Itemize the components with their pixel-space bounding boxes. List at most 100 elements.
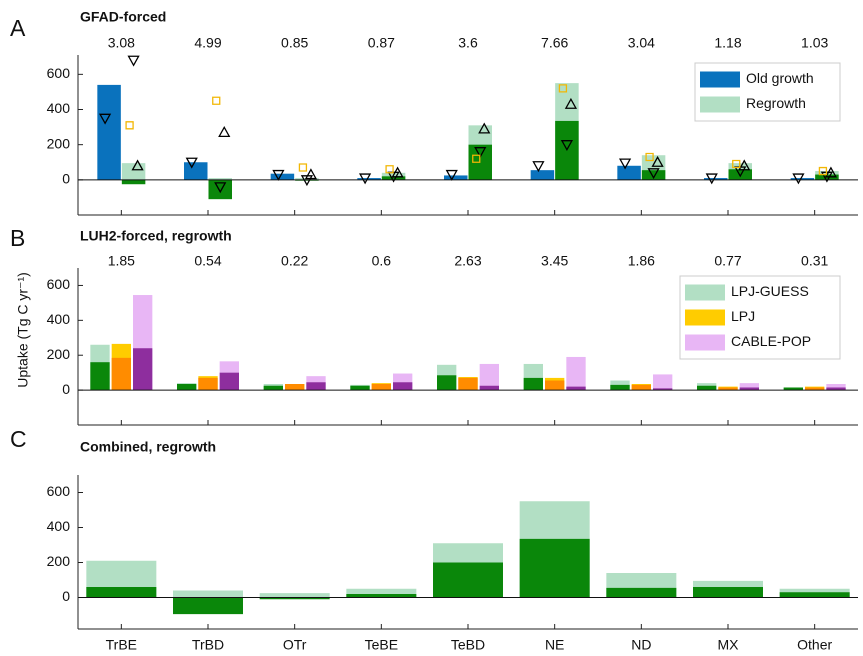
bar (371, 384, 391, 391)
x-tick-label: OTr (283, 637, 307, 653)
bar (458, 377, 478, 391)
bar (519, 538, 590, 598)
bar (208, 178, 232, 180)
marker (732, 159, 741, 169)
panel-letter: B (10, 225, 25, 251)
bar (177, 384, 197, 391)
total-label: 0.87 (368, 35, 395, 51)
bar (718, 387, 738, 391)
marker (792, 173, 805, 185)
panel-title: LUH2-forced, regrowth (80, 228, 232, 244)
bar (783, 387, 803, 391)
bar (263, 385, 283, 391)
bar (173, 597, 243, 615)
bar (739, 383, 759, 391)
total-label: 0.22 (281, 253, 308, 269)
bar (479, 385, 499, 391)
marker (474, 147, 487, 159)
marker (125, 121, 134, 130)
bar (790, 178, 815, 180)
bar (219, 372, 239, 391)
bar (97, 84, 121, 180)
total-label: 0.31 (801, 253, 828, 269)
bar (208, 179, 232, 200)
total-label: 4.99 (194, 35, 221, 51)
bar (121, 179, 146, 185)
bar (693, 587, 763, 598)
bar (259, 597, 330, 600)
bar (173, 590, 243, 598)
bar (739, 387, 759, 391)
bar (566, 386, 586, 391)
bar (631, 384, 651, 391)
bar (133, 348, 153, 391)
marker (385, 165, 394, 174)
y-axis-label: Uptake (Tg C yr⁻¹) (15, 272, 31, 388)
legend-swatch (685, 309, 725, 326)
marker (127, 55, 140, 67)
x-tick-label: MX (718, 637, 740, 653)
legend-swatch (700, 96, 740, 113)
legend-swatch (685, 284, 725, 301)
total-label: 1.86 (628, 253, 655, 269)
total-label: 0.6 (372, 253, 392, 269)
marker (645, 152, 654, 162)
legend-swatch (700, 71, 740, 88)
total-label: 0.77 (714, 253, 741, 269)
y-tick-label: 600 (47, 276, 71, 292)
y-tick-label: 200 (47, 553, 71, 569)
marker (532, 161, 545, 173)
marker (618, 158, 632, 170)
panel-title: GFAD-forced (80, 9, 166, 25)
bar (350, 385, 370, 391)
bar (346, 594, 417, 598)
bar (184, 162, 208, 180)
bar (285, 384, 305, 391)
bar (357, 178, 381, 180)
total-label: 3.45 (541, 253, 568, 269)
marker (358, 173, 372, 185)
total-label: 2.63 (454, 253, 481, 269)
bar (617, 165, 641, 180)
total-label: 1.18 (714, 35, 741, 51)
legend-label: LPJ (731, 308, 755, 324)
x-tick-label: TrBD (192, 637, 224, 653)
marker (212, 96, 221, 105)
marker (818, 166, 828, 176)
x-tick-label: TrBE (106, 637, 137, 653)
bar (121, 163, 146, 180)
y-tick-label: 400 (47, 518, 71, 534)
panel-letter: A (10, 15, 26, 41)
bar (198, 377, 218, 391)
bar (826, 384, 846, 391)
legend-label: Old growth (746, 70, 814, 86)
total-label: 0.85 (281, 35, 308, 51)
marker (391, 166, 404, 178)
marker (564, 97, 578, 109)
total-label: 3.6 (458, 35, 478, 51)
marker (304, 168, 318, 180)
y-tick-label: 400 (47, 100, 71, 116)
bar (433, 562, 503, 598)
y-tick-label: 200 (47, 346, 71, 362)
y-tick-label: 0 (62, 381, 70, 397)
marker (651, 155, 664, 167)
bar (346, 588, 417, 598)
bar (530, 170, 555, 180)
total-label: 3.08 (108, 35, 135, 51)
bar (444, 175, 468, 180)
legend-label: CABLE-POP (731, 333, 811, 349)
bar (437, 375, 457, 391)
y-tick-label: 600 (47, 65, 71, 81)
panel-letter: C (10, 426, 27, 452)
legend-label: LPJ-GUESS (731, 283, 809, 299)
marker (824, 166, 838, 178)
total-label: 1.85 (108, 253, 135, 269)
y-tick-label: 600 (47, 483, 71, 499)
bar (523, 377, 543, 391)
x-tick-label: NE (545, 637, 564, 653)
total-label: 3.04 (628, 35, 655, 51)
marker (298, 163, 308, 172)
bar (381, 176, 406, 180)
